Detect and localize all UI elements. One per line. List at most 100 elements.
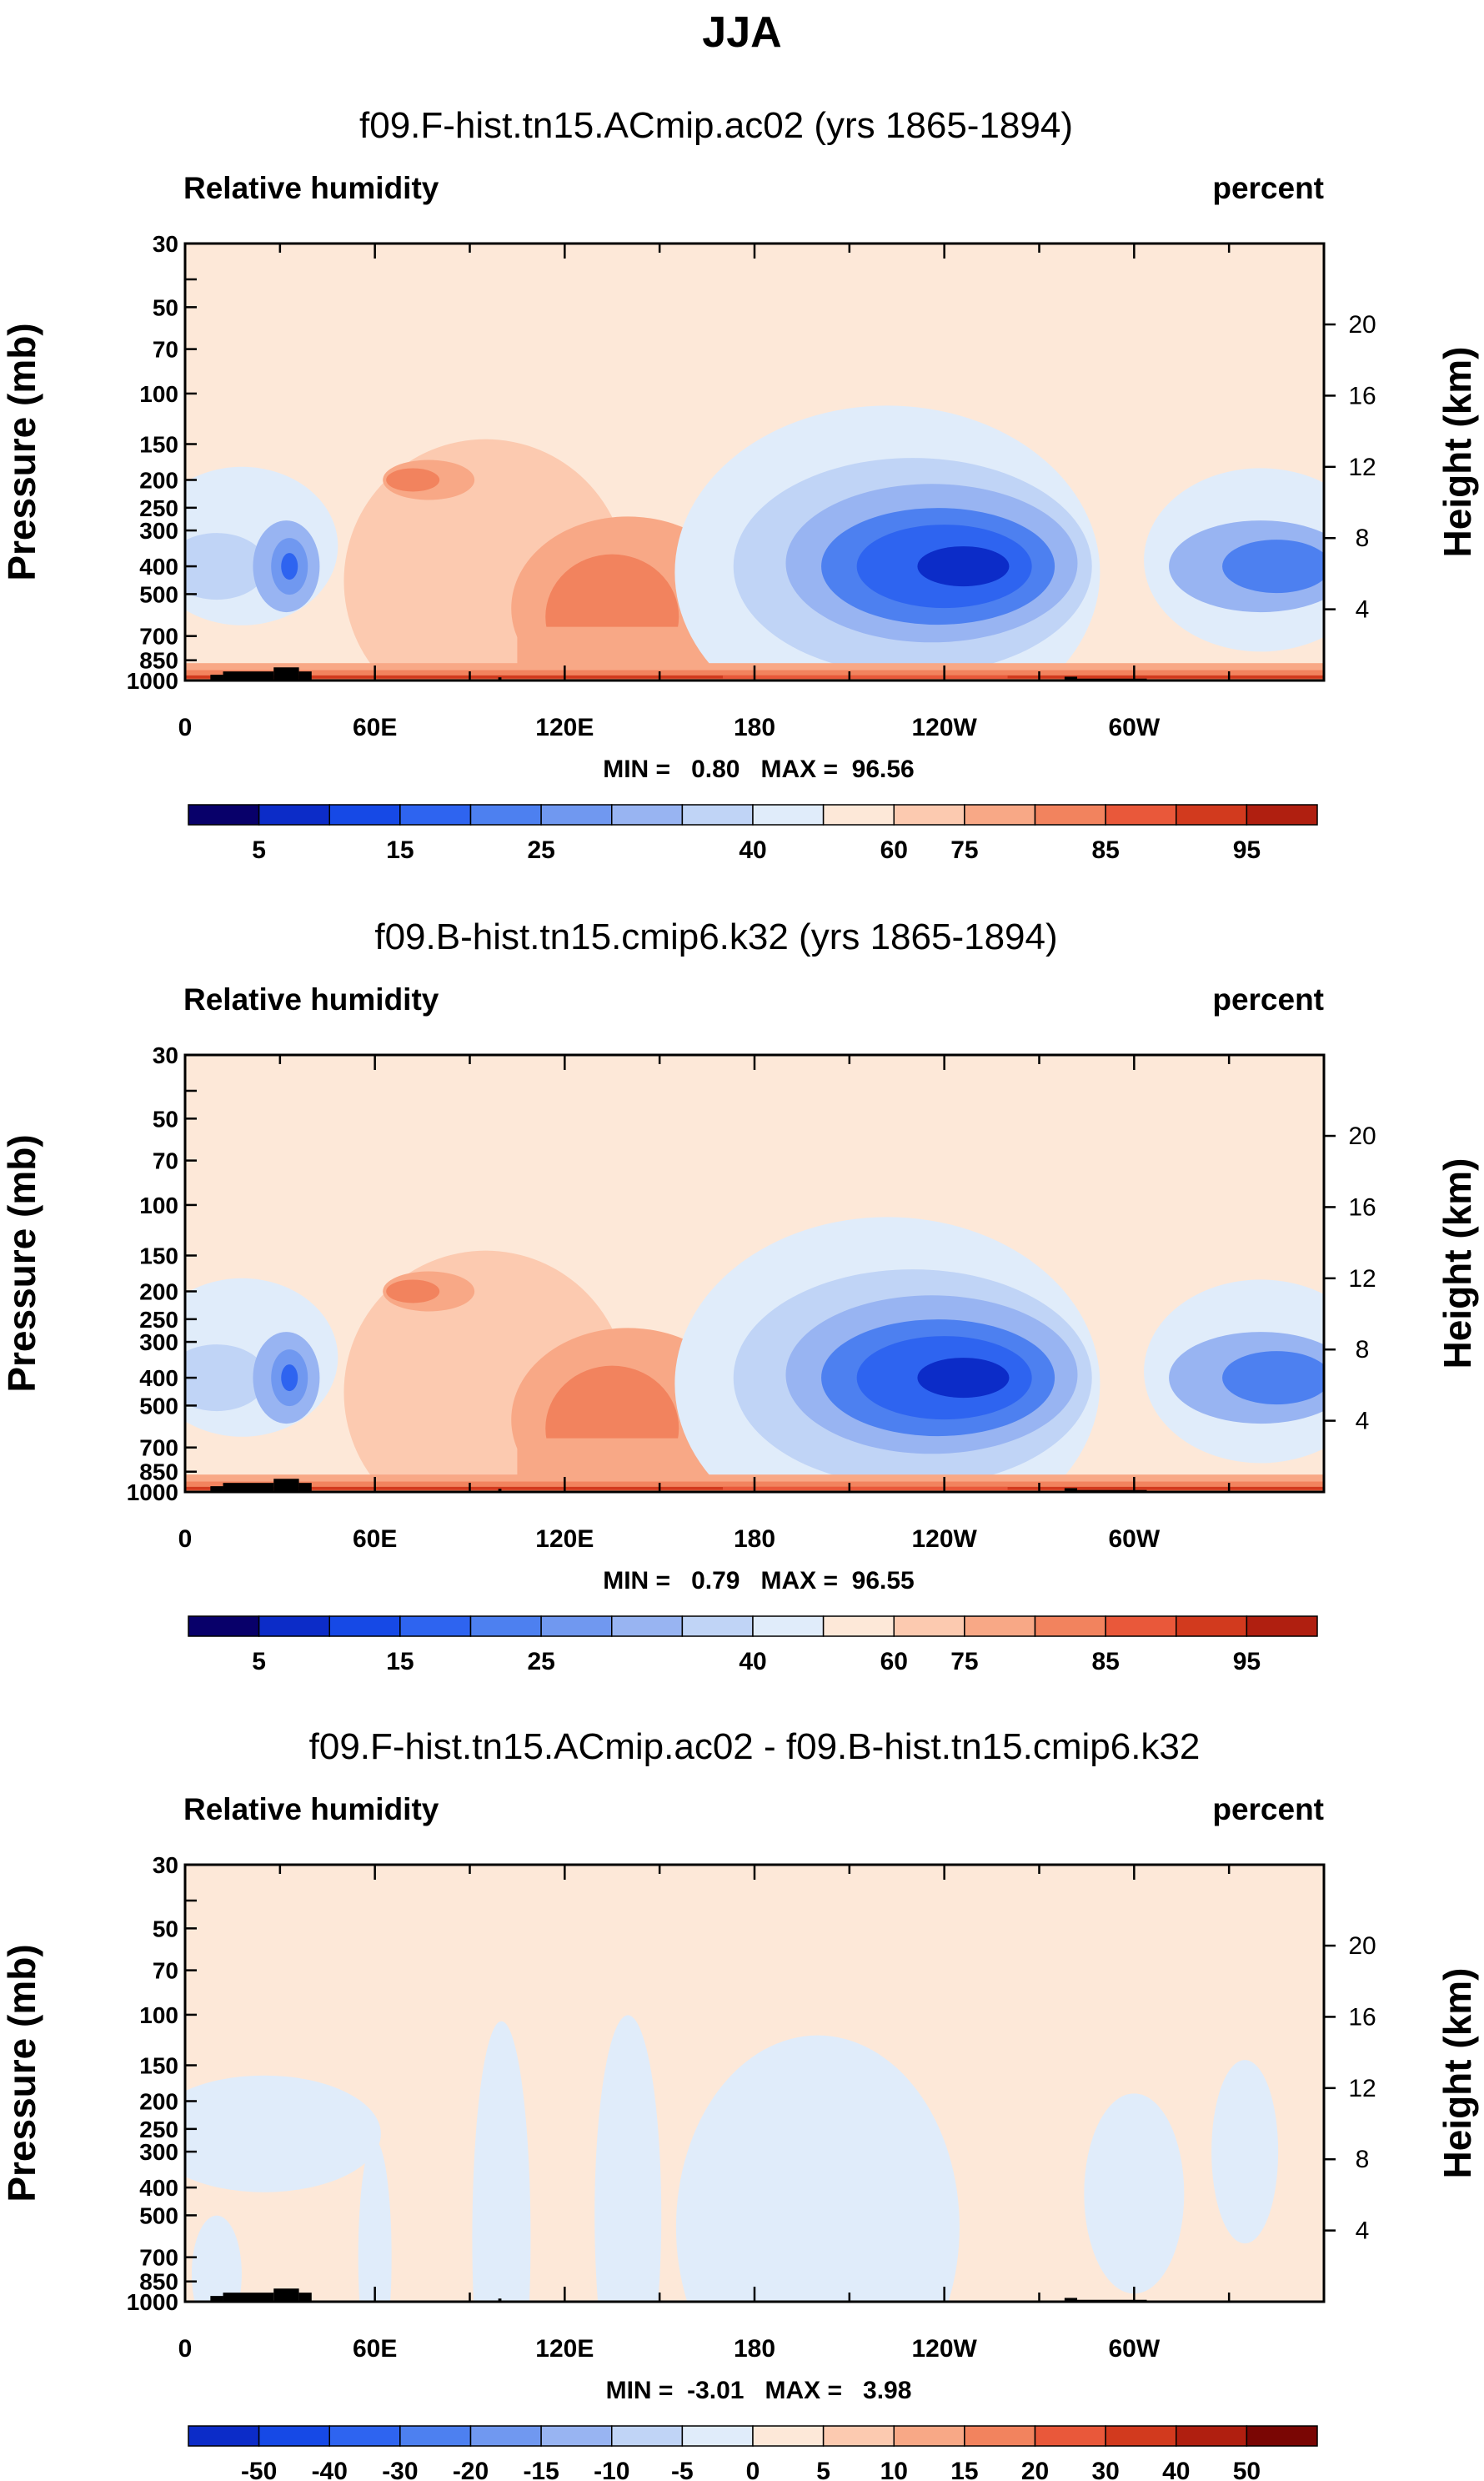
- height-tick-label: 8: [1356, 2146, 1370, 2173]
- colorbar-swatch: [1176, 2425, 1248, 2447]
- colorbar-label: 30: [1091, 2458, 1119, 2481]
- colorbar-swatch: [1246, 2425, 1318, 2447]
- colorbar-label: 40: [739, 836, 766, 864]
- colorbar-label: 95: [1233, 1648, 1261, 1675]
- colorbar-swatch: [258, 2425, 330, 2447]
- colorbar-swatch: [1176, 804, 1248, 826]
- pressure-tick-label: 250: [139, 2117, 178, 2142]
- colorbar-label: 10: [880, 2458, 908, 2481]
- colorbar-swatch: [1105, 804, 1177, 826]
- dry-zone-core: [281, 553, 298, 580]
- pressure-tick-label: 300: [139, 1329, 178, 1355]
- orography: [1064, 2298, 1078, 2302]
- colorbar-swatch: [1034, 804, 1106, 826]
- colorbar-label: -5: [671, 2458, 694, 2481]
- colorbar-swatch: [822, 1615, 895, 1637]
- y-axis-right-label: Height (km): [1436, 347, 1479, 558]
- colorbar-swatch: [611, 2425, 684, 2447]
- pressure-tick-label: 200: [139, 1278, 178, 1304]
- colorbar-label: 40: [1162, 2458, 1190, 2481]
- longitude-tick-label: 120E: [535, 714, 594, 741]
- dry-zone-pacific-core: [917, 546, 1010, 587]
- orography: [210, 2296, 223, 2302]
- pressure-tick-label: 500: [139, 1393, 178, 1419]
- longitude-tick-label: 60W: [1108, 714, 1160, 741]
- colorbar-swatch: [1246, 804, 1318, 826]
- min-max-stats: MIN = 0.79 MAX = 96.55: [603, 1567, 915, 1595]
- min-max-stats: MIN = 0.80 MAX = 96.56: [603, 756, 915, 783]
- longitude-axis: 0 60E 120E 180 120W 60W: [178, 1055, 1326, 1553]
- colorbar-swatch: [540, 2425, 613, 2447]
- colorbar-label: -10: [594, 2458, 629, 2481]
- colorbar-swatch: [893, 1615, 965, 1637]
- panel-1: f09.F-hist.tn15.ACmip.ac02 (yrs 1865-189…: [0, 105, 1479, 864]
- contour-band-diff-neg: [472, 2021, 531, 2302]
- y-axis-right-label: Height (km): [1436, 1158, 1479, 1369]
- pressure-tick-label: 30: [153, 1852, 178, 1878]
- pressure-tick-label: 700: [139, 624, 178, 650]
- colorbar-swatch: [1034, 1615, 1106, 1637]
- colorbar-swatch: [1105, 2425, 1177, 2447]
- pressure-tick-label: 300: [139, 2139, 178, 2165]
- colorbar-swatch: [822, 2425, 895, 2447]
- colorbar-swatch: [1105, 1615, 1177, 1637]
- height-tick-label: 8: [1356, 525, 1370, 552]
- colorbar-swatch: [964, 1615, 1036, 1637]
- colorbar-swatch: [822, 804, 895, 826]
- colorbar-swatch: [611, 804, 684, 826]
- longitude-tick-label: 60W: [1108, 1525, 1160, 1553]
- height-axis: 20 16 12 8 4: [1324, 311, 1376, 624]
- colorbar-label: 0: [746, 2458, 760, 2481]
- orography: [223, 671, 274, 681]
- pressure-tick-label: 1000: [127, 668, 178, 694]
- height-tick-label: 4: [1356, 2217, 1370, 2245]
- colorbar-label: 85: [1091, 1648, 1119, 1675]
- pressure-tick-label: 50: [153, 1106, 178, 1132]
- contour-fill: [185, 1865, 1324, 2302]
- orography: [498, 677, 502, 681]
- pressure-tick-label: 400: [139, 554, 178, 580]
- longitude-tick-label: 0: [178, 714, 193, 741]
- contour-band-diff-neg: [675, 2035, 960, 2302]
- colorbar-label: 75: [950, 836, 978, 864]
- panel-title: f09.F-hist.tn15.ACmip.ac02 - f09.B-hist.…: [309, 1726, 1201, 1767]
- pressure-tick-label: 200: [139, 467, 178, 493]
- colorbar-label: -20: [453, 2458, 489, 2481]
- colorbar-swatch: [964, 2425, 1036, 2447]
- pressure-tick-label: 30: [153, 231, 178, 257]
- dry-zone-atlantic-core: [1222, 540, 1324, 594]
- contour-band-diff-neg: [1084, 2093, 1185, 2294]
- colorbar-label: 60: [880, 1648, 908, 1675]
- colorbar-label: 5: [816, 2458, 830, 2481]
- pressure-tick-label: 200: [139, 2088, 178, 2114]
- colorbar-swatch: [1034, 2425, 1106, 2447]
- min-max-stats: MIN = -3.01 MAX = 3.98: [606, 2377, 912, 2404]
- colorbar-swatch: [540, 804, 613, 826]
- colorbar-swatch: [188, 2425, 260, 2447]
- height-axis: 20 16 12 8 4: [1324, 1122, 1376, 1435]
- y-axis-label: Pressure (mb): [0, 1134, 43, 1392]
- colorbar-swatch: [469, 804, 542, 826]
- orography: [298, 671, 312, 681]
- pressure-tick-label: 1000: [127, 2289, 178, 2315]
- colorbar-label: 25: [527, 836, 554, 864]
- longitude-tick-label: 120E: [535, 2335, 594, 2363]
- colorbar-swatch: [469, 1615, 542, 1637]
- colorbar-label: -50: [241, 2458, 277, 2481]
- boundary-layer-core: [723, 675, 1008, 679]
- colorbar-swatch: [258, 804, 330, 826]
- contour-plot: [183, 242, 1326, 682]
- y-axis-label: Pressure (mb): [0, 1944, 43, 2202]
- panel-2: f09.B-hist.tn15.cmip6.k32 (yrs 1865-1894…: [0, 917, 1479, 1675]
- orography: [498, 1489, 502, 1492]
- contour-band-diff-neg: [191, 2215, 242, 2302]
- orography: [298, 1483, 312, 1492]
- dry-zone-pacific-core: [917, 1358, 1010, 1399]
- panel-3: f09.F-hist.tn15.ACmip.ac02 - f09.B-hist.…: [0, 1726, 1479, 2481]
- colorbar-swatch: [540, 1615, 613, 1637]
- longitude-tick-label: 60E: [353, 714, 397, 741]
- colorbar-swatch: [328, 1615, 401, 1637]
- colorbar-label: -30: [382, 2458, 418, 2481]
